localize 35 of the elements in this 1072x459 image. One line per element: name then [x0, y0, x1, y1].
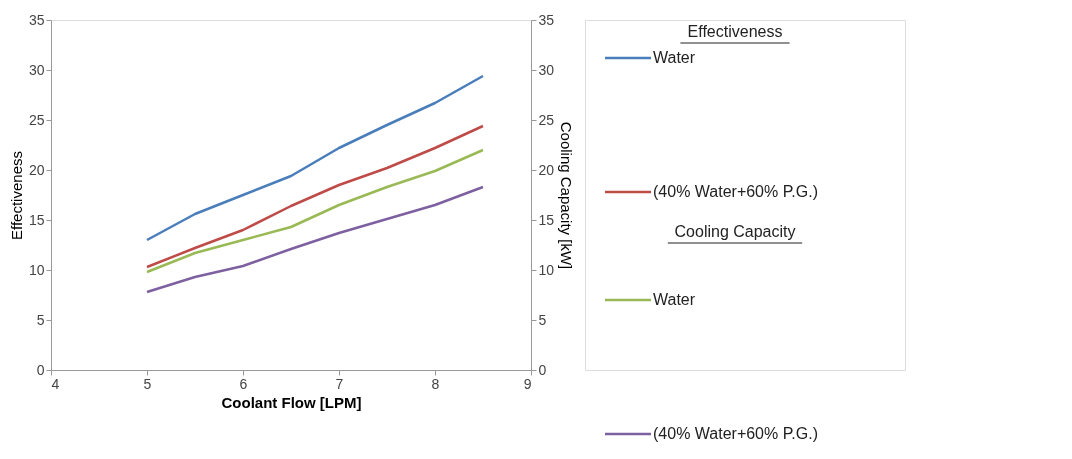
- x-tick-label: 6: [239, 375, 248, 392]
- y2-tick-label: 25: [538, 111, 555, 128]
- legend-title: Effectiveness: [687, 23, 783, 40]
- y-tick-label: 5: [36, 311, 45, 328]
- y2-tick-label: 20: [538, 161, 555, 178]
- y-tick-label: 25: [28, 111, 45, 128]
- y2-tick-label: 30: [538, 61, 555, 78]
- y2-tick-label: 10: [538, 261, 555, 278]
- x-tick-label: 9: [523, 375, 532, 392]
- legend-label: Water: [653, 291, 696, 308]
- y2-tick-label: 35: [538, 11, 555, 28]
- y-tick-label: 0: [36, 361, 45, 378]
- x-tick-label: 5: [143, 375, 152, 392]
- y2-tick-label: 5: [538, 311, 547, 328]
- line-series: [145, 74, 485, 242]
- line-series: [145, 124, 485, 269]
- text: Cooling Capacity: [674, 223, 796, 240]
- x-tick-label: 7: [335, 375, 344, 392]
- line-series: [145, 148, 485, 274]
- y2-axis-title: Cooling Capacity [kW]: [558, 121, 576, 270]
- legend-label: (40% Water+60% P.G.): [653, 183, 818, 200]
- legend-label: Water: [653, 49, 696, 66]
- y-axis-title: Effectiveness: [7, 151, 25, 240]
- y2-tick-label: 0: [538, 361, 547, 378]
- legend-label: (40% Water+60% P.G.): [653, 425, 818, 442]
- y2-tick-label: 15: [538, 211, 555, 228]
- x-axis-title: Coolant Flow [LPM]: [221, 393, 362, 411]
- x-tick-label: 8: [431, 375, 440, 392]
- line-series: [145, 185, 485, 294]
- y-tick-label: 30: [28, 61, 45, 78]
- y-tick-label: 10: [28, 261, 45, 278]
- y-tick-label: 35: [28, 11, 45, 28]
- y-tick-label: 20: [28, 161, 45, 178]
- x-tick-label: 4: [51, 375, 60, 392]
- y-tick-label: 15: [28, 211, 45, 228]
